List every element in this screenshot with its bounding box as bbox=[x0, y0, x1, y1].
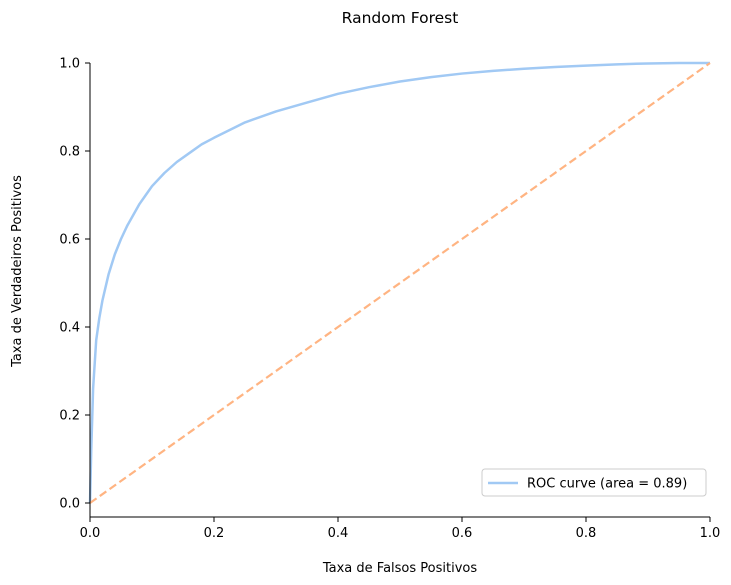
reference-diagonal-line bbox=[89, 62, 711, 504]
legend: ROC curve (area = 0.89) bbox=[481, 468, 707, 497]
chart-title: Random Forest bbox=[342, 9, 459, 27]
legend-box bbox=[481, 468, 707, 497]
x-axis-label: Taxa de Falsos Positivos bbox=[322, 561, 477, 576]
y-tick-label: 0.8 bbox=[59, 145, 80, 160]
x-tick-label: 1.0 bbox=[700, 526, 721, 541]
roc-curve-line bbox=[88, 61, 710, 504]
x-tick-label: 0.4 bbox=[328, 526, 349, 541]
x-ticks: 0.0 0.2 0.4 0.6 0.8 1.0 bbox=[80, 517, 721, 541]
y-tick-label: 0.2 bbox=[59, 409, 80, 424]
y-ticks: 0.0 0.2 0.4 0.6 0.8 1.0 bbox=[59, 57, 90, 512]
y-axis-label: Taxa de Verdadeiros Positivos bbox=[10, 175, 25, 368]
legend-label: ROC curve (area = 0.89) bbox=[527, 477, 687, 492]
series-layer bbox=[88, 61, 711, 504]
x-tick-label: 0.0 bbox=[80, 526, 101, 541]
x-tick-label: 0.6 bbox=[452, 526, 473, 541]
x-tick-label: 0.2 bbox=[204, 526, 225, 541]
x-tick-label: 0.8 bbox=[576, 526, 597, 541]
plot-area: 0.0 0.2 0.4 0.6 0.8 1.0 0.0 0.2 0.4 0.6 0.8 1.0 bbox=[59, 57, 720, 542]
y-tick-label: 0.4 bbox=[59, 321, 80, 336]
y-tick-label: 0.0 bbox=[59, 497, 80, 512]
y-tick-label: 1.0 bbox=[59, 57, 80, 72]
y-tick-label: 0.6 bbox=[59, 233, 80, 248]
